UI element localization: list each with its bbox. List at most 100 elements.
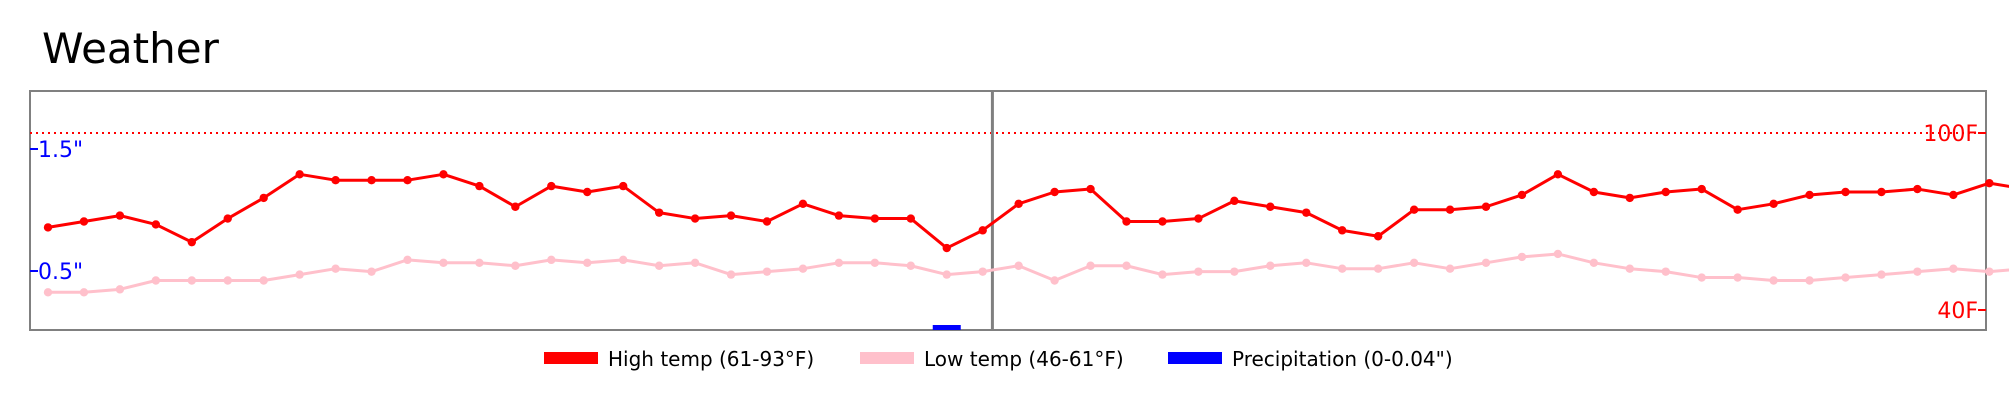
high-temp-point [654, 208, 664, 217]
high-temp-point [439, 170, 448, 179]
high-temp-point [547, 181, 556, 191]
high-temp-line [47, 172, 2009, 250]
low-temp-point [223, 276, 232, 285]
high-temp-point [331, 176, 340, 185]
high-temp-point [1589, 187, 1599, 197]
low-temp-point [726, 270, 736, 279]
legend-swatch-high [544, 352, 598, 364]
legend-item-precip: Precipitation (0-0.04") [1168, 347, 1453, 371]
low-temp-point [619, 255, 628, 265]
high-temp-point [1302, 208, 1311, 217]
low-temp-point [115, 285, 125, 294]
temp-tick-label: 40F [1937, 299, 1978, 324]
high-temp-point [1877, 187, 1886, 197]
low-temp-point [1697, 273, 1706, 282]
high-temp-point [1481, 202, 1491, 211]
low-temp-point [1733, 273, 1742, 282]
high-temp-point [619, 181, 628, 191]
high-temp-point [1122, 217, 1131, 226]
low-temp-point [259, 276, 268, 285]
high-temp-point [1158, 217, 1167, 226]
high-temp-point [870, 214, 880, 223]
precip-tick-label: 1.5" [38, 138, 83, 163]
high-temp-point [834, 211, 844, 220]
high-temp-point [1266, 202, 1275, 211]
precip-bar [932, 325, 961, 330]
plot-area [29, 90, 1987, 331]
low-temp-point [547, 255, 556, 265]
high-temp-point [762, 217, 772, 226]
high-temp-point [906, 214, 915, 223]
chart-title: Weather [42, 24, 220, 73]
low-temp-point [870, 258, 880, 267]
low-temp-point [331, 264, 340, 273]
high-temp-point [43, 223, 53, 232]
high-temp-point [1985, 178, 1994, 188]
high-temp-point [295, 170, 304, 179]
high-temp-point [367, 176, 376, 185]
high-temp-point [798, 199, 808, 208]
high-temp-point [115, 211, 125, 220]
high-temp-point [1769, 199, 1778, 208]
low-temp-line [48, 252, 2009, 294]
low-temp-point [1194, 267, 1203, 276]
legend-swatch-low [860, 352, 914, 364]
low-temp-point [79, 288, 89, 297]
high-temp-point [1194, 214, 1203, 223]
low-temp-point [1373, 264, 1383, 273]
low-temp-point [978, 267, 987, 276]
low-temp-point [1661, 267, 1670, 276]
high-temp-point [726, 211, 736, 220]
high-temp-point [1913, 184, 1922, 194]
low-temp-point [1877, 270, 1886, 279]
high-temp-point [1230, 196, 1239, 206]
low-temp-point [834, 258, 844, 267]
low-temp-point [1266, 261, 1275, 270]
high-temp-point [511, 202, 520, 211]
temp-tick-label: 100F [1923, 122, 1978, 147]
legend-label-high: High temp (61-93°F) [608, 347, 814, 371]
low-temp-point [1230, 267, 1239, 276]
legend-item-low: Low temp (46-61°F) [860, 347, 1124, 371]
low-temp-point [1409, 258, 1419, 267]
low-temp-point [798, 264, 808, 273]
high-temp-point [223, 214, 232, 223]
low-temp-point [1302, 258, 1311, 267]
low-temp-point [439, 258, 448, 267]
low-temp-point [1589, 258, 1599, 267]
low-temp-point [187, 276, 196, 285]
low-temp-point [1086, 261, 1095, 270]
low-temp-point [762, 267, 772, 276]
high-temp-point [1373, 232, 1383, 241]
high-temp-point [403, 176, 412, 185]
low-temp-point [1338, 264, 1347, 273]
low-temp-point [906, 261, 915, 270]
legend-item-high: High temp (61-93°F) [544, 347, 814, 371]
high-temp-point [1086, 184, 1095, 194]
high-temp-point [1445, 205, 1455, 214]
high-temp-point [1661, 187, 1670, 197]
low-temp-point [1985, 267, 1994, 276]
low-temp-point [475, 258, 484, 267]
high-temp-point [151, 220, 161, 229]
high-temp-point [1625, 193, 1635, 203]
high-temp-point [583, 187, 592, 197]
precip-tick-label: 0.5" [38, 260, 83, 285]
high-temp-point [1805, 190, 1814, 200]
high-temp-point [79, 217, 89, 226]
legend-swatch-precip [1168, 352, 1222, 364]
low-temp-point [403, 255, 412, 265]
low-temp-point [1481, 258, 1491, 267]
low-temp-point [942, 270, 951, 279]
low-temp-point [1949, 264, 1958, 273]
low-temp-point [1445, 264, 1455, 273]
high-temp-point [1517, 190, 1527, 200]
low-temp-point [583, 258, 592, 267]
low-temp-point [151, 276, 161, 285]
high-temp-point [1014, 199, 1023, 208]
high-temp-point [978, 226, 987, 235]
high-temp-point [1841, 187, 1850, 197]
low-temp-point [1769, 276, 1778, 285]
high-temp-point [187, 237, 196, 247]
high-temp-point [1050, 187, 1059, 197]
